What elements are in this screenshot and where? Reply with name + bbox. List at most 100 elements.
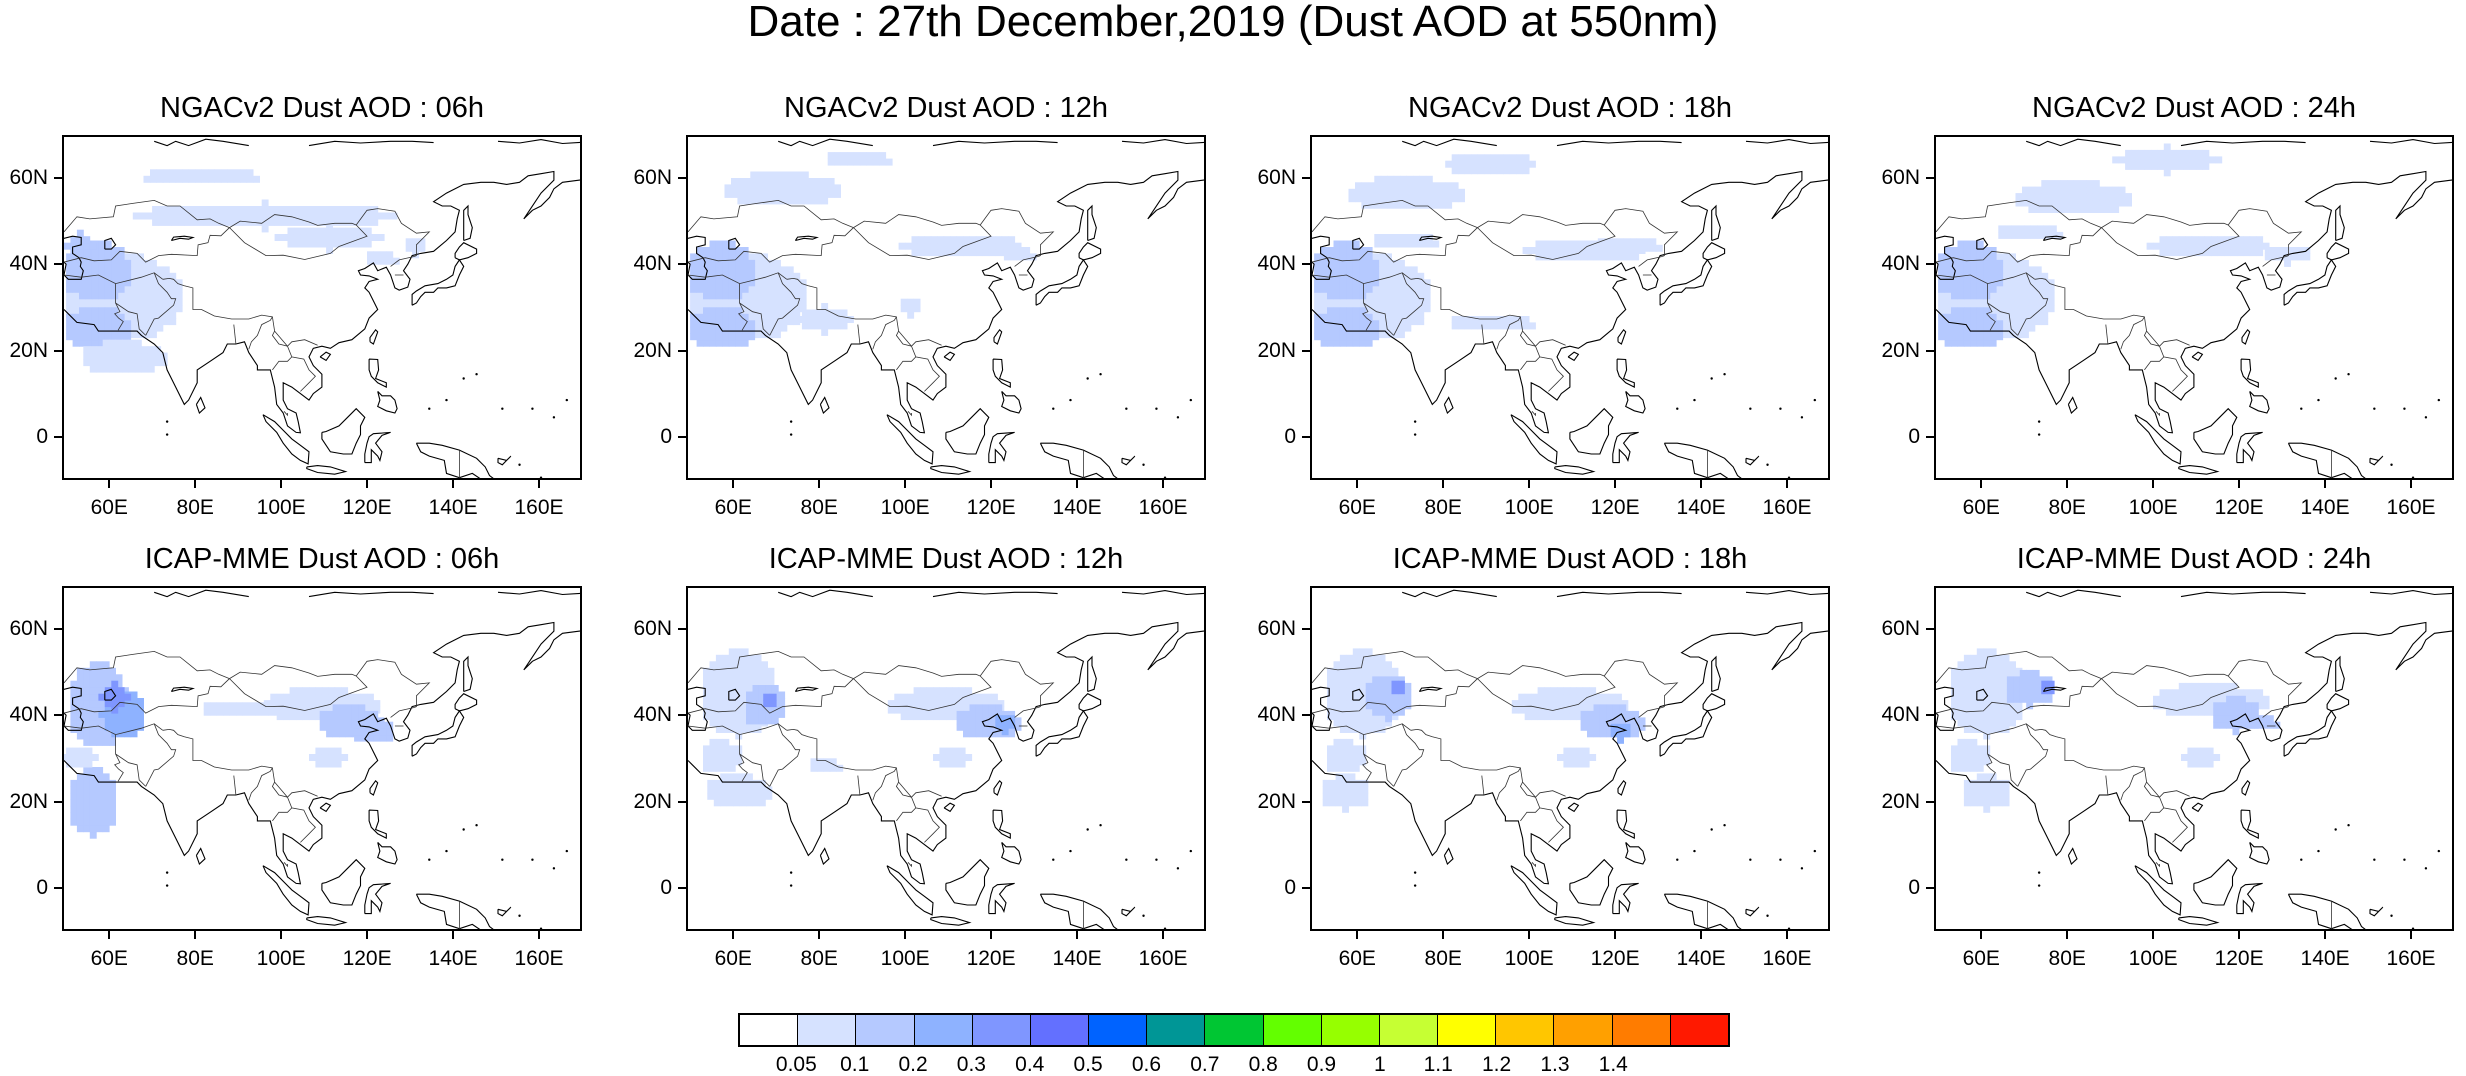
dust-cell xyxy=(1617,238,1624,246)
dust-cell xyxy=(1314,320,1321,328)
dust-cell xyxy=(313,212,321,220)
dust-cell xyxy=(2211,242,2218,250)
dust-cell xyxy=(1509,160,1517,168)
dust-cell xyxy=(229,206,237,213)
dust-cell xyxy=(1563,687,1571,695)
dust-cell xyxy=(2009,700,2016,708)
dust-cell xyxy=(2243,236,2251,244)
dust-cell xyxy=(1574,253,1581,261)
lat-tickmark xyxy=(678,628,686,631)
dust-cell xyxy=(703,674,710,682)
border-line xyxy=(738,283,748,331)
dust-cell xyxy=(735,706,743,714)
dust-cell xyxy=(2138,149,2145,157)
dust-cell xyxy=(1322,799,1330,807)
dust-cell xyxy=(1593,253,1601,261)
dust-cell xyxy=(2232,721,2240,729)
dust-cell xyxy=(728,279,736,287)
border-line xyxy=(64,723,164,736)
dust-cell xyxy=(1404,682,1412,690)
dust-cell xyxy=(748,654,756,662)
dust-cell xyxy=(104,326,112,334)
dust-cell xyxy=(2026,695,2034,703)
dust-cell xyxy=(988,704,996,712)
dust-cell xyxy=(1314,333,1321,341)
dust-cell xyxy=(2067,193,2074,201)
dust-cell xyxy=(746,779,753,787)
lon-tickmark xyxy=(818,480,821,488)
dust-cell xyxy=(988,717,996,725)
dust-cell xyxy=(384,212,392,220)
dust-cell xyxy=(373,728,381,736)
dust-cell xyxy=(741,298,749,306)
island-dot xyxy=(462,377,465,380)
coastline xyxy=(1039,442,1118,478)
dust-cell xyxy=(741,285,749,293)
border-line xyxy=(2146,330,2188,392)
dust-cell xyxy=(1970,279,1978,287)
dust-cell xyxy=(995,242,1003,250)
dust-cell xyxy=(210,708,217,716)
dust-cell xyxy=(1417,279,1425,287)
dust-cell xyxy=(2211,236,2218,244)
dust-cell xyxy=(1359,292,1367,300)
dust-cell xyxy=(1957,247,1965,254)
dust-cell xyxy=(1642,238,1650,246)
dust-cell xyxy=(89,706,97,714)
dust-cell xyxy=(1365,313,1373,321)
dust-cell xyxy=(995,236,1003,244)
island-dot xyxy=(1125,858,1128,861)
coastline xyxy=(1612,431,1639,464)
dust-cell xyxy=(1458,154,1465,162)
dust-cell xyxy=(2015,305,2023,313)
dust-cell xyxy=(83,674,91,682)
dust-cell xyxy=(1333,706,1341,714)
dust-cell xyxy=(1957,713,1965,721)
dust-cell xyxy=(1359,661,1367,669)
dust-cell xyxy=(1410,292,1418,300)
dust-cell xyxy=(926,693,934,701)
dust-cell xyxy=(765,792,773,800)
dust-cell xyxy=(367,721,374,729)
dust-cell xyxy=(1963,272,1971,280)
dust-cell xyxy=(907,693,915,701)
dust-cell xyxy=(296,700,303,708)
dust-cell xyxy=(1346,693,1354,701)
dust-cell xyxy=(1348,799,1356,807)
dust-cell xyxy=(722,247,730,254)
dust-cell xyxy=(332,234,340,241)
dust-cell xyxy=(1589,754,1597,761)
dust-cell xyxy=(2002,680,2010,688)
lon-tick-label: 120E xyxy=(1590,496,1640,519)
dust-cell xyxy=(1604,244,1612,252)
dust-cell xyxy=(1477,322,1485,330)
dust-cell xyxy=(1976,648,1984,656)
dust-cell xyxy=(83,700,91,708)
dust-cell xyxy=(2260,721,2268,729)
lon-tick-label: 160E xyxy=(514,947,564,970)
dust-cell xyxy=(1576,687,1584,695)
dust-cell xyxy=(1333,333,1341,341)
dust-cell xyxy=(1606,253,1614,261)
dust-cell xyxy=(1989,313,1997,321)
dust-cell xyxy=(1361,195,1369,203)
dust-cell xyxy=(124,279,132,287)
dust-cell xyxy=(321,693,329,701)
border-line xyxy=(2144,807,2165,822)
dust-cell xyxy=(1951,313,1958,321)
dust-cell xyxy=(102,365,110,373)
dust-cell xyxy=(735,326,743,334)
dust-cell xyxy=(2086,186,2094,194)
dust-cell xyxy=(1346,307,1354,315)
dust-cell xyxy=(85,253,93,261)
dust-cell xyxy=(1352,279,1360,287)
dust-cell xyxy=(1016,247,1024,254)
coastline xyxy=(1625,391,1646,414)
dust-cell xyxy=(917,242,925,250)
dust-cell xyxy=(2163,169,2171,177)
dust-cell xyxy=(1963,313,1971,321)
dust-cell xyxy=(1008,242,1016,250)
dust-cell xyxy=(1541,247,1549,254)
dust-cell xyxy=(1983,674,1991,682)
dust-cell xyxy=(315,760,323,768)
